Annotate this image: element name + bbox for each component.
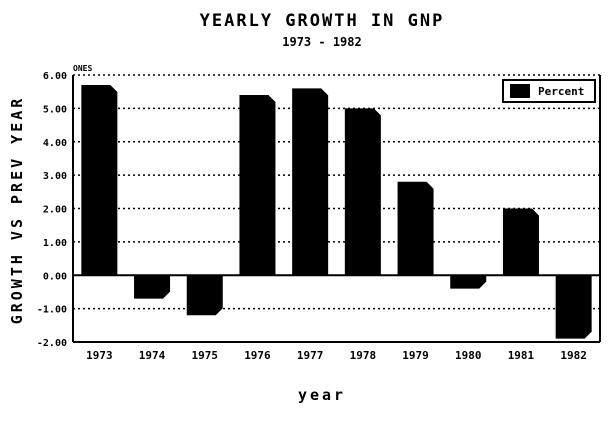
chart-title: YEARLY GROWTH IN GNP (200, 11, 445, 31)
x-tick-label: 1978 (350, 349, 377, 362)
y-tick-label: 2.00 (43, 205, 67, 216)
bar-1978 (344, 108, 381, 276)
bar-1975 (186, 275, 223, 316)
x-tick-label: 1973 (86, 349, 113, 362)
y-tick-label: 6.00 (43, 71, 67, 82)
x-tick-label: 1974 (139, 349, 166, 362)
y-tick-label: 1.00 (43, 238, 67, 249)
x-axis-label: year (298, 386, 346, 404)
x-tick-label: 1975 (192, 349, 219, 362)
x-tick-label: 1977 (297, 349, 324, 362)
x-tick-label: 1979 (402, 349, 429, 362)
bar-1980 (450, 275, 487, 289)
bar-layer (81, 85, 592, 339)
legend-label: Percent (538, 85, 584, 98)
bar-1974 (134, 275, 171, 299)
unit-label: ONES (73, 64, 92, 73)
y-tick-label: 0.00 (43, 271, 67, 282)
x-tick-label: 1982 (560, 349, 587, 362)
y-axis-label: GROWTH VS PREV YEAR (8, 96, 26, 325)
y-tick-label: 4.00 (43, 138, 67, 149)
bar-1979 (397, 181, 434, 276)
y-tick-label: 3.00 (43, 171, 67, 182)
bar-1981 (502, 208, 539, 276)
bar-1976 (239, 95, 276, 276)
legend: Percent (502, 79, 596, 103)
x-tick-label: 1976 (244, 349, 271, 362)
y-tick-label: -2.00 (37, 338, 67, 349)
x-tick-label: 1981 (508, 349, 535, 362)
x-tick-label: 1980 (455, 349, 482, 362)
bar-1977 (292, 88, 329, 276)
y-tick-label: 5.00 (43, 104, 67, 115)
chart-subtitle: 1973 - 1982 (282, 35, 361, 49)
axis-layer: 6.00 5.00 4.00 3.00 2.00 1.00 0.00 -1.00 -2.00 19… (37, 71, 601, 362)
y-tick-label: -1.00 (37, 305, 67, 316)
bar-1973 (81, 85, 118, 276)
bar-1982 (555, 275, 592, 339)
legend-swatch (510, 84, 530, 98)
